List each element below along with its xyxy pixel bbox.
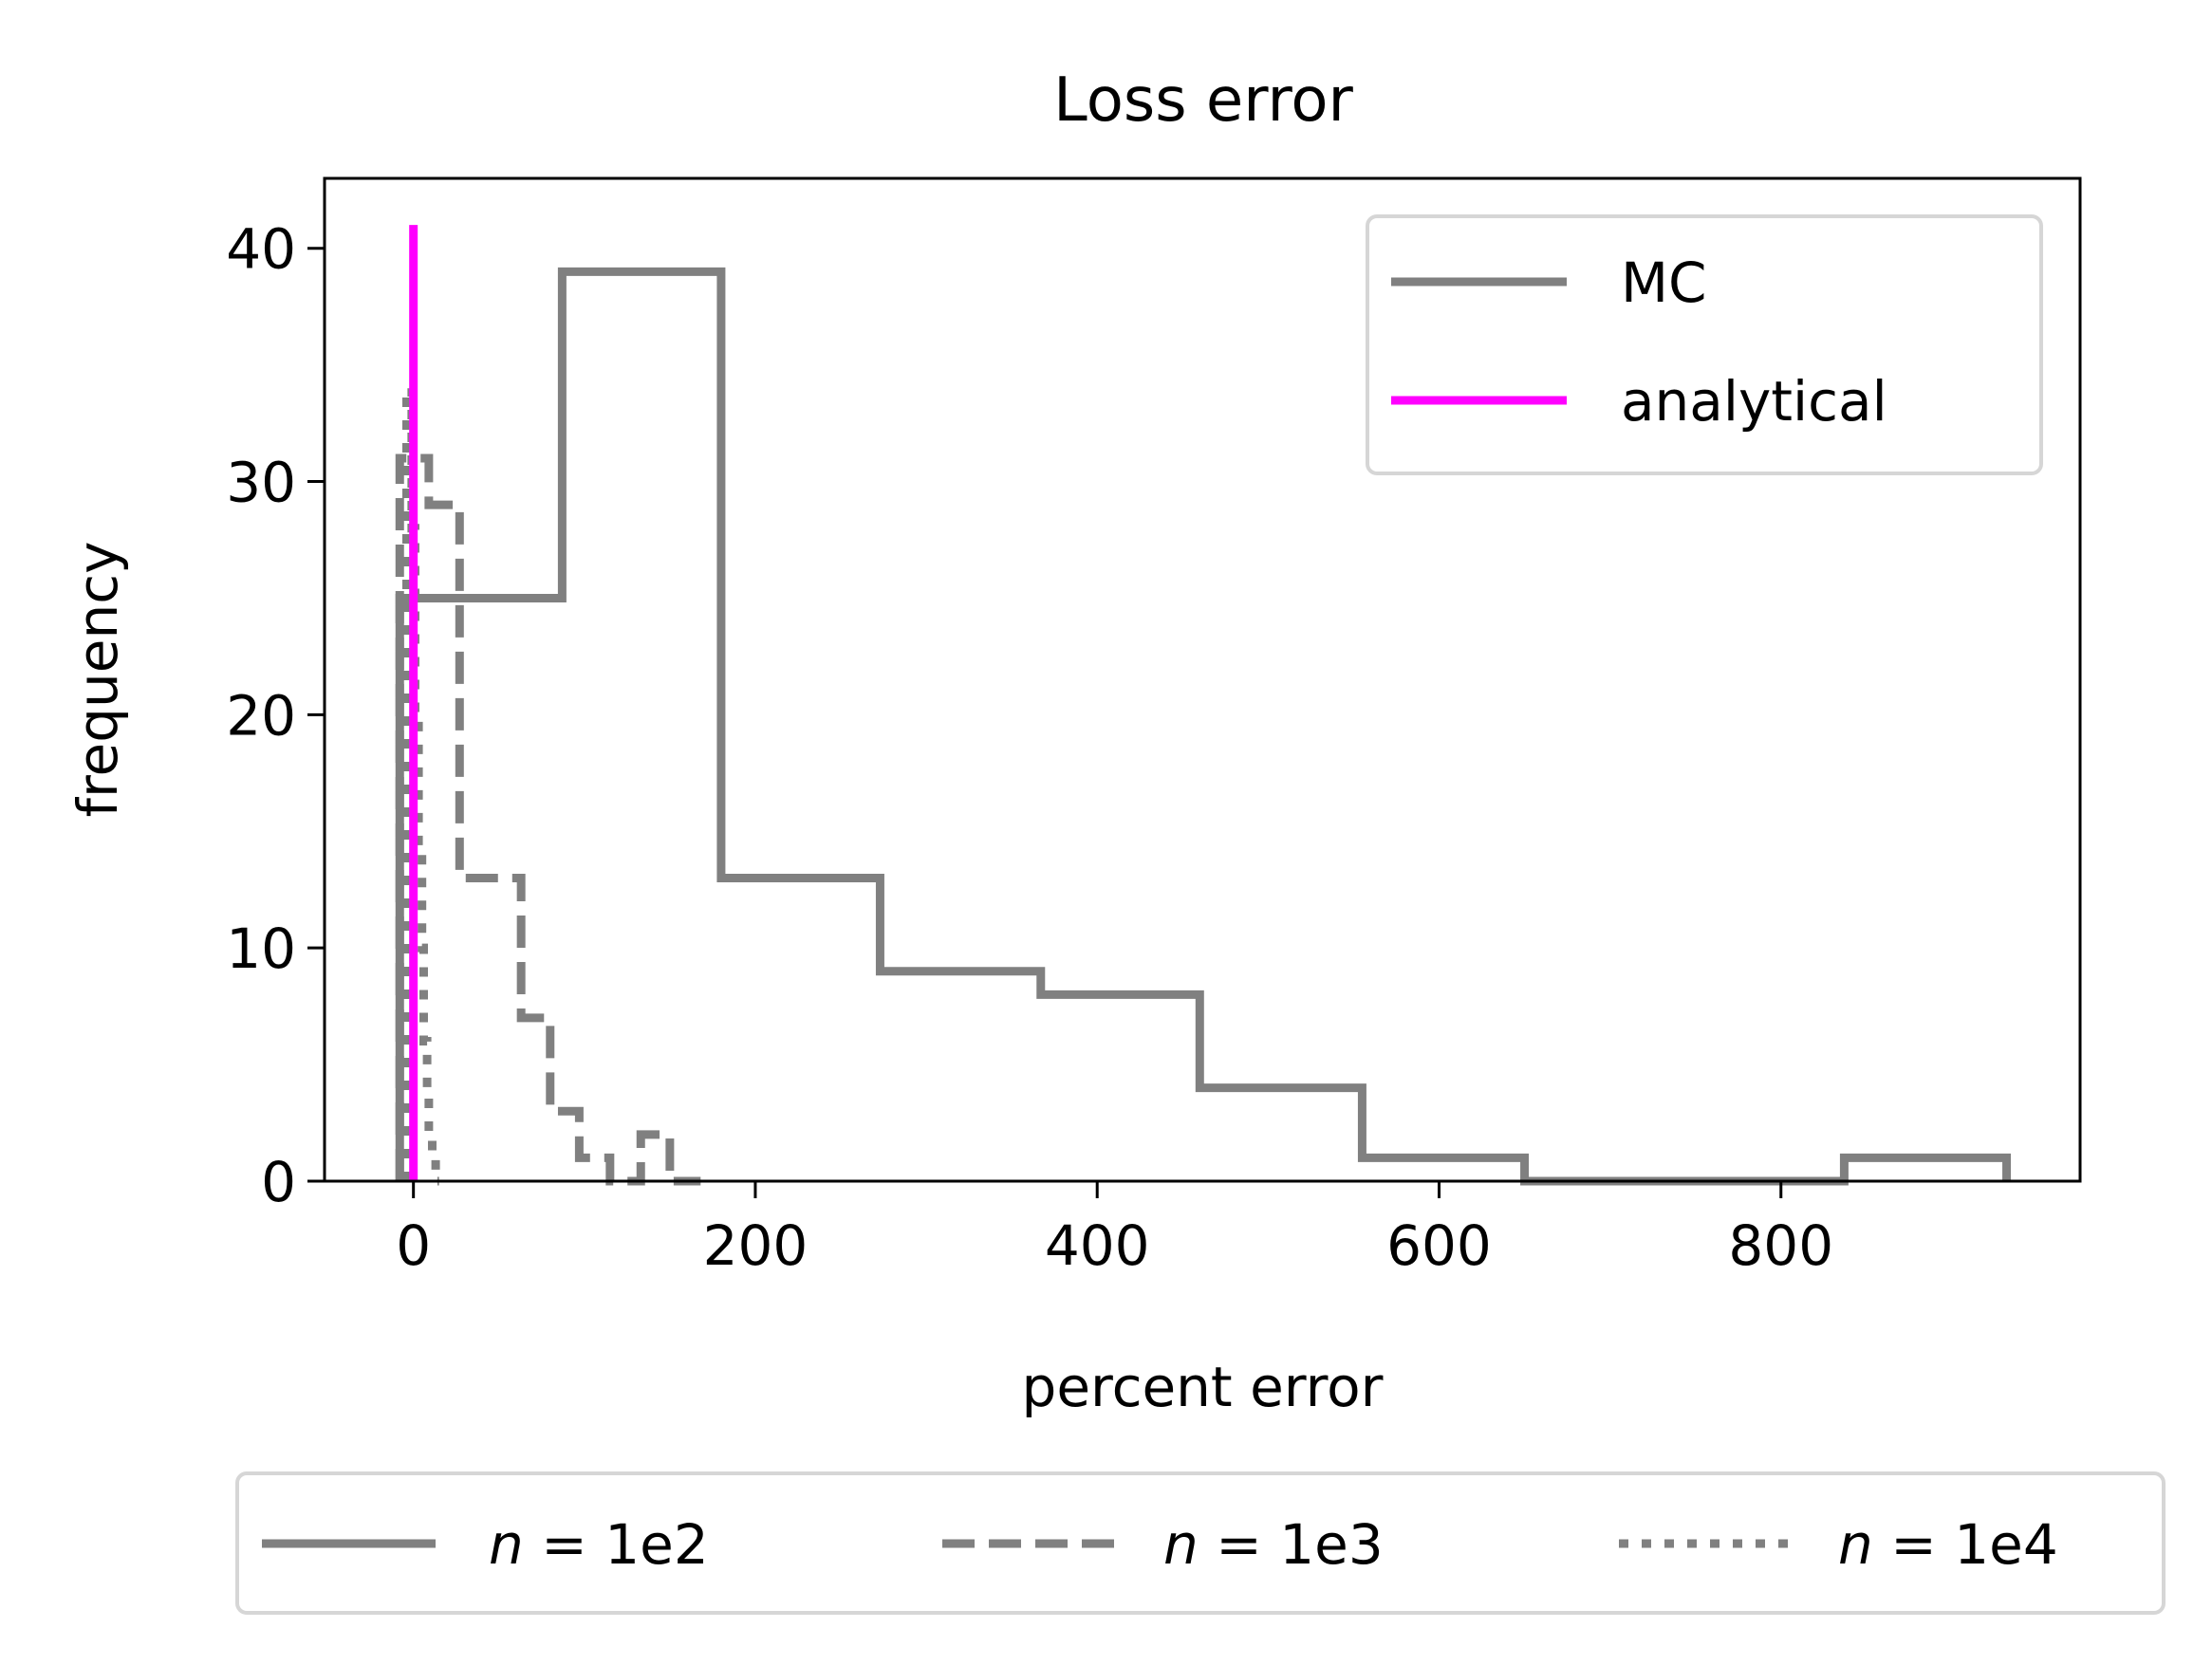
x-tick-label: 0 [396, 1213, 431, 1278]
y-tick-label: 40 [226, 217, 296, 282]
x-axis: 0 200 400 600 800 [396, 1181, 1833, 1278]
x-tick-label: 600 [1386, 1213, 1492, 1278]
x-tick-label: 200 [703, 1213, 809, 1278]
sample-size-legend-box [235, 1471, 2166, 1615]
chart-title: Loss error [1053, 65, 1353, 136]
x-tick-label: 400 [1045, 1213, 1150, 1278]
y-axis: 0 10 20 30 40 [226, 217, 325, 1214]
y-tick-label: 10 [226, 916, 296, 981]
legend-label-n1e4: n = 1e4 [1838, 1512, 2058, 1577]
series-n-1e3 [395, 453, 701, 1186]
x-tick-label: 800 [1728, 1213, 1833, 1278]
sample-size-legend: n = 1e2 n = 1e3 n = 1e4 [235, 1471, 2166, 1615]
y-tick-label: 20 [226, 683, 296, 748]
y-tick-label: 30 [226, 451, 296, 515]
y-axis-label: frequency [65, 542, 130, 818]
legend-label-mc: MC [1621, 250, 1707, 315]
plot-frame [323, 176, 2082, 1183]
y-tick-label: 0 [261, 1150, 296, 1214]
legend-label-n1e3: n = 1e3 [1163, 1512, 1384, 1577]
legend-label-n1e2: n = 1e2 [489, 1512, 709, 1577]
method-legend: MC analytical [1366, 214, 2043, 475]
legend-label-analytical: analytical [1621, 369, 1887, 434]
x-axis-label: percent error [1022, 1355, 1384, 1419]
